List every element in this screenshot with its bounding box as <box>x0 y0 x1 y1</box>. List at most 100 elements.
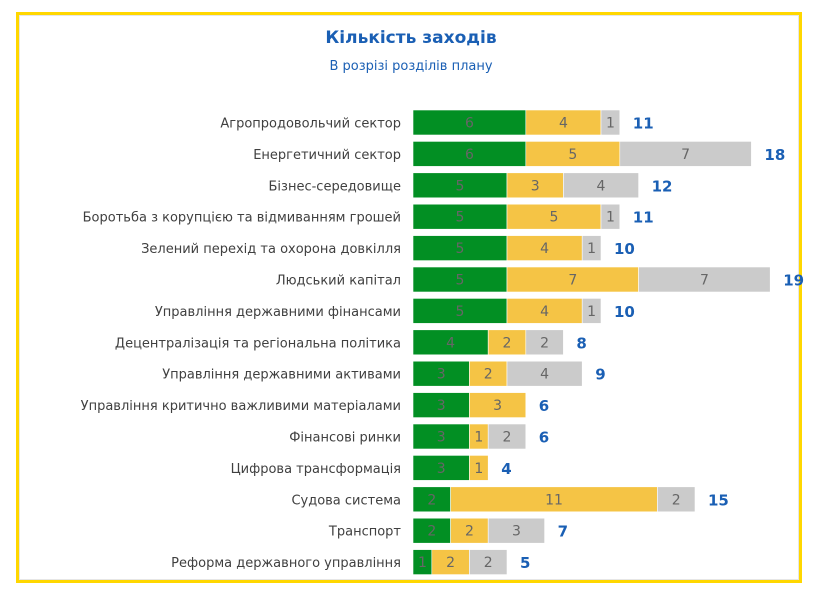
segment-value-label: 2 <box>465 524 474 540</box>
bar-segment-series-gray <box>469 549 508 575</box>
total-value-label: 5 <box>520 554 530 572</box>
bar-segment-series-yellow <box>506 203 602 230</box>
bar-segment-series-yellow <box>525 141 621 167</box>
bar-segment-series-green <box>412 392 470 418</box>
segment-value-label: 3 <box>493 398 502 414</box>
total-value-label: 6 <box>539 429 549 447</box>
total-value-label: 9 <box>595 366 605 384</box>
bar-segment-series-gray <box>657 486 696 513</box>
category-label: Енергетичний сектор <box>253 148 401 163</box>
segment-value-label: 3 <box>437 367 446 383</box>
total-value-label: 10 <box>614 303 635 321</box>
bar-segment-series-yellow <box>469 392 527 418</box>
bar-segment-series-yellow <box>469 360 508 387</box>
total-value-label: 12 <box>652 177 673 195</box>
segment-value-label: 2 <box>484 367 493 383</box>
segment-value-label: 7 <box>700 273 709 289</box>
total-value-label: 11 <box>633 209 654 227</box>
segment-value-label: 7 <box>681 147 690 163</box>
total-value-label: 15 <box>708 491 729 509</box>
bar-segment-series-gray <box>619 141 752 167</box>
bar-segment-series-gray <box>506 360 583 387</box>
bar-segment-series-green <box>412 235 508 261</box>
category-label: Фінансові ринки <box>289 431 401 446</box>
chart-title: Кількість заходів <box>325 28 497 48</box>
bar-segment-series-gray <box>487 517 545 544</box>
category-label: Управління критично важливими матеріалам… <box>81 399 401 414</box>
category-label: Зелений перехід та охорона довкілля <box>141 242 401 257</box>
bar-segment-series-yellow <box>506 172 564 199</box>
bar-segment-series-gray <box>487 423 527 450</box>
segment-value-label: 2 <box>672 492 681 508</box>
segment-value-label: 2 <box>427 524 436 540</box>
total-value-label: 19 <box>783 272 804 290</box>
segment-value-label: 4 <box>559 116 568 132</box>
segment-value-label: 1 <box>474 461 483 477</box>
bar-segment-series-gray <box>600 203 621 230</box>
category-label: Людський капітал <box>276 274 401 289</box>
bar-segment-series-gray <box>600 109 621 136</box>
bar-segment-series-yellow <box>487 329 527 356</box>
segment-value-label: 5 <box>456 304 465 320</box>
segment-value-label: 5 <box>456 273 465 289</box>
total-value-label: 4 <box>501 460 511 478</box>
category-label: Боротьба з корупцією та відмиванням грош… <box>83 211 401 226</box>
bar-segment-series-yellow <box>469 455 489 481</box>
bar-segment-series-yellow <box>450 486 658 513</box>
segment-value-label: 4 <box>597 178 606 194</box>
segment-value-label: 6 <box>465 116 474 132</box>
segment-value-label: 3 <box>531 178 540 194</box>
category-label: Агропродовольчий сектор <box>220 117 401 132</box>
segment-value-label: 5 <box>456 241 465 257</box>
bar-segment-series-gray <box>581 235 602 261</box>
segment-value-label: 3 <box>512 524 521 540</box>
bar-segment-series-gray <box>563 172 639 199</box>
bar-segment-series-yellow <box>506 266 639 293</box>
category-label: Бізнес-середовище <box>269 179 401 194</box>
segment-value-label: 1 <box>474 430 483 446</box>
segment-value-label: 2 <box>484 555 493 571</box>
category-label: Судова система <box>291 493 401 508</box>
bar-segment-series-yellow <box>506 298 583 324</box>
segment-value-label: 11 <box>545 492 563 508</box>
bar-segment-series-green <box>412 360 470 387</box>
bar-segment-series-green <box>412 298 508 324</box>
total-value-label: 11 <box>633 115 654 133</box>
segment-value-label: 2 <box>427 492 436 508</box>
segment-value-label: 1 <box>587 304 596 320</box>
bar-segment-series-green <box>412 455 470 481</box>
segment-value-label: 2 <box>503 430 512 446</box>
segment-value-label: 6 <box>465 147 474 163</box>
segment-value-label: 1 <box>418 555 427 571</box>
segment-value-label: 2 <box>540 335 549 351</box>
bar-segment-series-yellow <box>431 549 470 575</box>
segment-value-label: 1 <box>606 210 615 226</box>
chart-subtitle: В розрізі розділів плану <box>329 59 493 74</box>
segment-value-label: 4 <box>540 304 549 320</box>
segment-value-label: 4 <box>446 335 455 351</box>
category-label: Децентралізація та регіональна політика <box>115 336 401 351</box>
segment-value-label: 3 <box>437 461 446 477</box>
segment-value-label: 5 <box>550 210 559 226</box>
segment-value-label: 3 <box>437 398 446 414</box>
total-value-label: 18 <box>764 146 785 164</box>
bar-segment-series-yellow <box>506 235 583 261</box>
category-label: Реформа державного управління <box>171 556 401 571</box>
bar-segment-series-green <box>412 141 527 167</box>
category-label: Цифрова трансформація <box>231 462 401 477</box>
bar-segment-series-green <box>412 266 508 293</box>
bar-segment-series-gray <box>638 266 771 293</box>
segment-value-label: 2 <box>503 335 512 351</box>
bar-segment-series-gray <box>525 329 564 356</box>
bar-segment-series-green <box>412 172 508 199</box>
segment-value-label: 1 <box>587 241 596 257</box>
bar-segment-series-green <box>412 423 470 450</box>
category-label: Управління державними фінансами <box>155 305 401 320</box>
segment-value-label: 2 <box>446 555 455 571</box>
total-value-label: 6 <box>539 397 549 415</box>
segment-value-label: 4 <box>540 367 549 383</box>
bar-segment-series-green <box>412 203 508 230</box>
total-value-label: 7 <box>558 523 568 541</box>
segment-value-label: 1 <box>606 116 615 132</box>
bar-segment-series-gray <box>581 298 602 324</box>
